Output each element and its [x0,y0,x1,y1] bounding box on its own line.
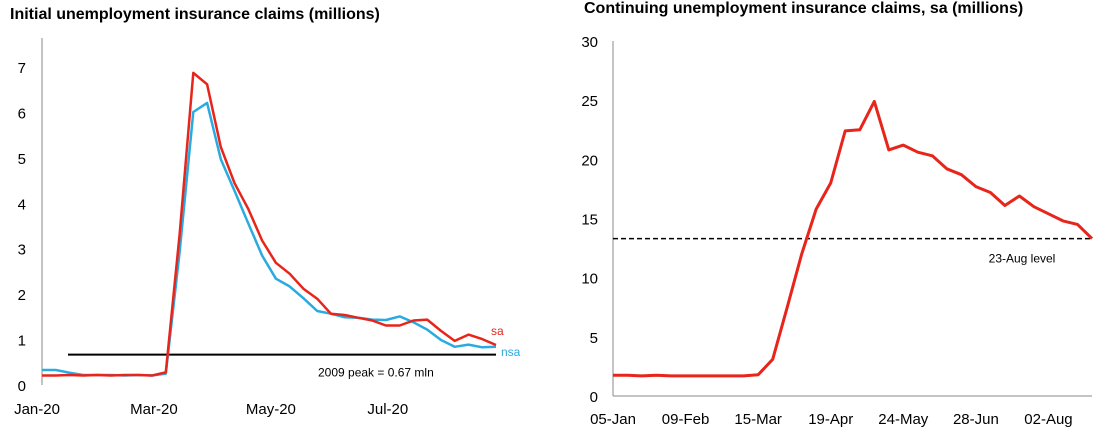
y-tick-label: 4 [18,196,26,213]
y-tick-label: 6 [18,105,26,122]
continuing-claims-chart: 0 5 10 15 20 25 30 05-Jan 09-Feb 15-Mar 19-Apr 24-M… [581,34,1094,428]
x-tick-label: 05-Jan [590,411,636,428]
y-tick-label: 2 [18,287,26,304]
y-tick-label: 0 [590,389,598,406]
x-tick-label: Jul-20 [367,401,408,418]
x-tick-label: May-20 [246,401,296,418]
y-tick-label: 20 [581,152,598,169]
nsa-series-label: nsa [501,345,521,359]
x-tick-label: 28-Jun [953,411,999,428]
y-tick-label: 0 [18,378,26,395]
sa-series-label: sa [491,324,504,338]
x-tick-label: 02-Aug [1024,411,1072,428]
y-tick-label: 15 [581,212,598,229]
y-tick-label: 5 [18,151,26,168]
y-tick-label: 5 [590,330,598,347]
x-tick-label: Jan-20 [14,401,60,418]
initial-claims-chart: 0 1 2 3 4 5 6 7 Jan-20 Mar-20 May-20 Jul-20 2009 pea… [14,38,521,418]
x-tick-label: 09-Feb [662,411,710,428]
continuing-claims-chart-panel: Continuing unemployment insurance claims… [570,0,1106,435]
y-tick-label: 10 [581,271,598,288]
continuing-claims-series-line [613,99,1094,378]
y-tick-label: 30 [581,34,598,51]
x-tick-label: 24-May [878,411,929,428]
initial-claims-chart-panel: Initial unemployment insurance claims (m… [0,0,540,435]
y-tick-label: 7 [18,60,26,77]
x-tick-label: 19-Apr [808,411,853,428]
nsa-series-line [42,101,497,377]
x-tick-label: 15-Mar [734,411,782,428]
y-tick-label: 1 [18,333,26,350]
sa-series-line [42,71,497,377]
x-tick-label: Mar-20 [130,401,178,418]
reference-line-label: 2009 peak = 0.67 mln [318,366,434,380]
y-tick-label: 25 [581,93,598,110]
chart-title: Continuing unemployment insurance claims… [584,0,1024,17]
reference-line-label: 23-Aug level [989,252,1056,266]
chart-title: Initial unemployment insurance claims (m… [10,6,380,23]
y-tick-label: 3 [18,242,26,259]
